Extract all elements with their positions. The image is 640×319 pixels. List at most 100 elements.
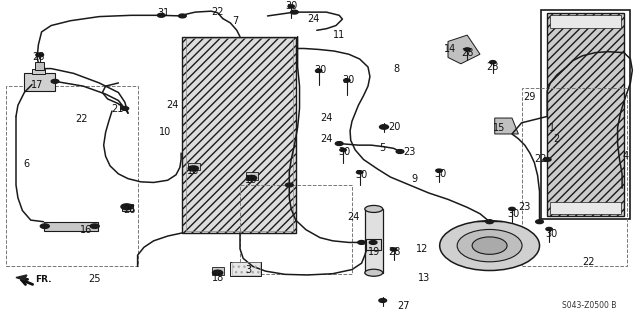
- Circle shape: [464, 48, 470, 51]
- Bar: [547, 13, 624, 216]
- Circle shape: [246, 175, 257, 181]
- Text: 22: 22: [211, 7, 224, 17]
- Circle shape: [285, 183, 293, 187]
- Text: 8: 8: [394, 63, 400, 74]
- Text: 28: 28: [32, 52, 45, 63]
- Circle shape: [121, 107, 129, 110]
- Text: 28: 28: [486, 62, 499, 72]
- Text: 28: 28: [388, 247, 401, 257]
- Text: S043-Z0500 B: S043-Z0500 B: [562, 301, 616, 310]
- Circle shape: [536, 220, 543, 224]
- Circle shape: [390, 248, 397, 251]
- Text: 22: 22: [75, 114, 88, 124]
- Text: 15: 15: [493, 122, 506, 133]
- Text: 24: 24: [320, 134, 333, 144]
- Circle shape: [179, 14, 186, 18]
- Bar: [230, 262, 261, 276]
- Text: 22: 22: [534, 154, 547, 164]
- Circle shape: [472, 237, 507, 254]
- Text: 5: 5: [379, 143, 385, 153]
- Text: 23: 23: [518, 202, 531, 212]
- Text: 31: 31: [157, 8, 170, 18]
- Text: 30: 30: [434, 169, 447, 179]
- Text: 28: 28: [461, 48, 474, 58]
- Text: 19: 19: [368, 247, 381, 257]
- Text: 24: 24: [348, 212, 360, 222]
- Circle shape: [436, 169, 442, 172]
- Circle shape: [157, 13, 165, 17]
- Text: 9: 9: [412, 174, 418, 184]
- Text: 4: 4: [623, 151, 629, 161]
- Text: 2: 2: [554, 134, 560, 144]
- Circle shape: [121, 204, 132, 210]
- Text: 29: 29: [524, 92, 536, 102]
- Circle shape: [543, 158, 551, 161]
- Circle shape: [379, 299, 387, 302]
- Text: 24: 24: [307, 14, 320, 24]
- Circle shape: [344, 79, 350, 82]
- Circle shape: [380, 125, 388, 129]
- Text: 30: 30: [338, 146, 351, 157]
- Text: 25: 25: [88, 274, 101, 284]
- Text: 30: 30: [355, 170, 368, 181]
- Bar: [182, 37, 296, 233]
- Text: 16: 16: [80, 225, 93, 235]
- Circle shape: [90, 224, 99, 228]
- Text: 30: 30: [314, 65, 326, 75]
- Text: 30: 30: [545, 229, 558, 240]
- Text: 24: 24: [166, 100, 179, 110]
- Polygon shape: [16, 275, 27, 280]
- Text: 30: 30: [285, 1, 298, 11]
- Circle shape: [36, 53, 44, 57]
- Ellipse shape: [365, 269, 383, 276]
- Circle shape: [358, 241, 365, 244]
- Bar: [232, 262, 260, 275]
- Bar: [541, 10, 630, 219]
- Bar: [240, 185, 352, 274]
- Text: 13: 13: [418, 272, 431, 283]
- Bar: [44, 222, 98, 231]
- Bar: [188, 163, 200, 170]
- Bar: [246, 172, 258, 180]
- Text: FR.: FR.: [35, 275, 52, 284]
- Text: 22: 22: [582, 256, 595, 267]
- Text: 24: 24: [320, 113, 333, 123]
- Text: 3: 3: [245, 264, 252, 275]
- Bar: [212, 267, 224, 275]
- Bar: [186, 38, 293, 231]
- Circle shape: [486, 220, 493, 224]
- Text: 20: 20: [388, 122, 401, 132]
- Circle shape: [316, 69, 322, 72]
- Circle shape: [291, 10, 298, 14]
- Bar: [24, 73, 55, 91]
- Bar: [122, 204, 133, 211]
- Polygon shape: [495, 118, 518, 134]
- Bar: [6, 86, 138, 266]
- Circle shape: [369, 241, 377, 244]
- Text: 10: 10: [159, 127, 172, 137]
- Text: 1: 1: [548, 122, 555, 133]
- Bar: [522, 88, 627, 266]
- Text: 17: 17: [31, 79, 44, 90]
- Circle shape: [440, 221, 540, 271]
- Text: 27: 27: [397, 301, 410, 311]
- Circle shape: [396, 150, 404, 153]
- Circle shape: [457, 229, 522, 262]
- Text: 12: 12: [416, 244, 429, 254]
- Text: 11: 11: [333, 30, 346, 40]
- Polygon shape: [448, 35, 480, 64]
- Bar: [32, 69, 45, 74]
- Bar: [550, 202, 621, 214]
- Text: 18: 18: [245, 175, 258, 185]
- Circle shape: [288, 5, 294, 8]
- Circle shape: [340, 148, 346, 152]
- Circle shape: [509, 207, 515, 211]
- Text: 7: 7: [232, 16, 239, 26]
- Circle shape: [356, 171, 363, 174]
- Text: 18: 18: [187, 166, 200, 176]
- Bar: [35, 62, 44, 70]
- Circle shape: [40, 224, 49, 228]
- Bar: [550, 15, 621, 28]
- Circle shape: [546, 227, 552, 231]
- Text: 26: 26: [123, 205, 136, 215]
